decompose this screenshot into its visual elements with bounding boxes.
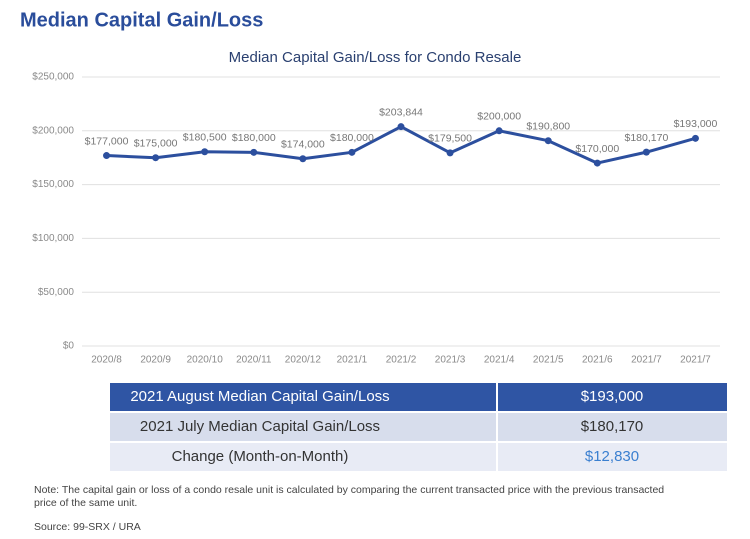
marker (299, 155, 307, 163)
value-label: $203,844 (379, 106, 423, 118)
source: Source: 99-SRX / URA (34, 521, 141, 533)
value-label: $180,000 (232, 132, 276, 144)
value-label: $190,800 (526, 120, 570, 132)
x-tick-label: 2021/5 (533, 355, 564, 366)
heading: Median Capital Gain/Loss (20, 9, 263, 31)
x-tick-label: 2021/1 (337, 355, 368, 366)
marker (446, 149, 454, 157)
chart-title: Median Capital Gain/Loss for Condo Resal… (229, 49, 522, 66)
y-tick-label: $150,000 (32, 179, 74, 190)
value-label: $170,000 (575, 143, 619, 155)
table-cell: $180,170 (581, 418, 644, 435)
table-cell: Change (Month-on-Month) (172, 448, 349, 465)
x-tick-label: 2021/3 (435, 355, 466, 366)
note: price of the same unit. (34, 497, 137, 509)
value-label: $177,000 (85, 135, 129, 147)
note: Note: The capital gain or loss of a cond… (34, 484, 664, 496)
value-label: $180,500 (183, 132, 227, 144)
value-label: $180,170 (624, 132, 668, 144)
value-label: $174,000 (281, 139, 325, 151)
value-label: $179,500 (428, 133, 472, 145)
value-label: $175,000 (134, 137, 178, 149)
value-label: $200,000 (477, 111, 521, 123)
marker (642, 148, 650, 156)
table-cell: 2021 August Median Capital Gain/Loss (130, 388, 389, 405)
x-tick-label: 2021/7 (631, 355, 662, 366)
table-row-bg (110, 443, 727, 471)
table-row-bg (110, 413, 727, 441)
table-row-bg (110, 383, 727, 411)
x-tick-label: 2020/9 (140, 355, 171, 366)
marker (593, 159, 601, 167)
x-tick-label: 2020/8 (91, 355, 122, 366)
marker (397, 123, 405, 131)
x-tick-label: 2021/7 (680, 355, 711, 366)
x-tick-label: 2021/2 (386, 355, 417, 366)
table-cell: $193,000 (581, 388, 644, 405)
marker (152, 154, 160, 162)
marker (495, 127, 503, 135)
table-cell: 2021 July Median Capital Gain/Loss (140, 418, 380, 435)
y-tick-label: $200,000 (32, 125, 74, 136)
y-tick-label: $0 (63, 341, 75, 352)
y-tick-label: $50,000 (38, 287, 75, 298)
x-tick-label: 2020/10 (187, 355, 224, 366)
x-tick-label: 2021/6 (582, 355, 613, 366)
marker (103, 152, 111, 160)
marker (250, 148, 258, 156)
marker (544, 137, 552, 145)
x-tick-label: 2020/12 (285, 355, 322, 366)
value-label: $193,000 (674, 118, 718, 130)
value-label: $180,000 (330, 132, 374, 144)
marker (691, 134, 699, 142)
x-tick-label: 2021/4 (484, 355, 515, 366)
y-tick-label: $100,000 (32, 233, 74, 244)
marker (348, 148, 356, 156)
table-cell: $12,830 (585, 448, 639, 465)
marker (201, 148, 209, 156)
x-tick-label: 2020/11 (236, 355, 272, 366)
y-tick-label: $250,000 (32, 72, 74, 83)
